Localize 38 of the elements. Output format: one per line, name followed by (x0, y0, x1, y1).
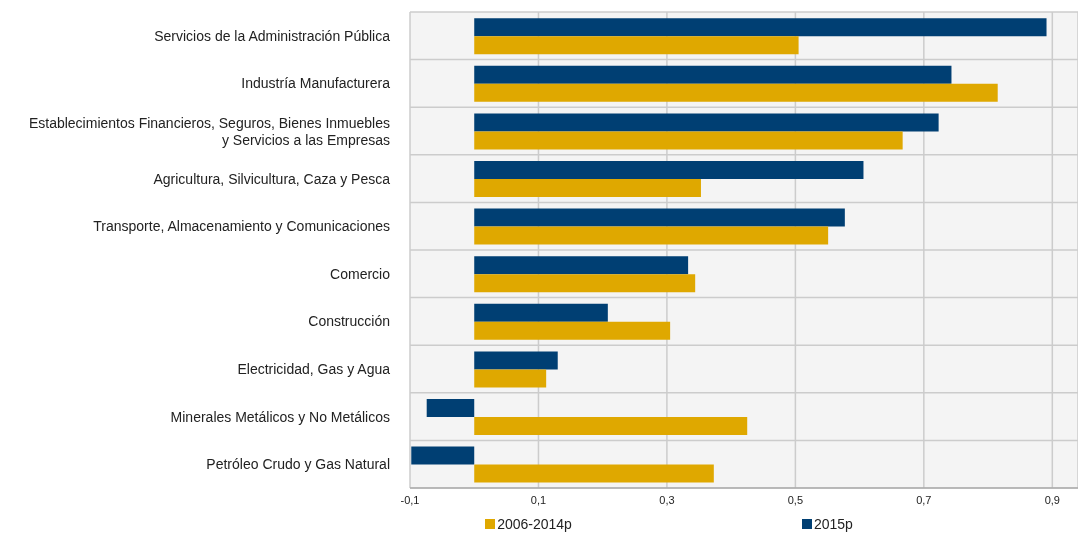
y-tick-label: Industría Manufacturera (241, 75, 391, 92)
bar (474, 369, 547, 388)
bar (474, 18, 1047, 37)
bar (474, 131, 903, 150)
bar (474, 274, 696, 293)
x-tick-label: 0,3 (659, 493, 675, 506)
bar (474, 178, 701, 197)
y-tick-label: Comercio (330, 265, 391, 282)
bar (474, 83, 998, 102)
y-tick-label: Petróleo Crudo y Gas Natural (206, 456, 390, 473)
bar (474, 113, 939, 132)
bar (474, 416, 748, 435)
bar (474, 160, 864, 179)
legend-label: 2006-2014p (497, 516, 572, 532)
y-tick-label: Electricidad, Gas y Agua (237, 361, 391, 377)
x-tick-label: -0,1 (400, 493, 420, 506)
y-tick-label: Minerales Metálicos y No Metálicos (170, 408, 390, 425)
bar (474, 226, 829, 245)
x-tick-label: 0,7 (916, 493, 932, 506)
bar (426, 398, 475, 417)
x-tick-label: 0,1 (530, 493, 547, 506)
bar (474, 256, 689, 275)
legend-label: 2015p (813, 516, 853, 532)
bar (474, 208, 845, 227)
bar (474, 351, 558, 370)
x-tick-label: 0,9 (1044, 493, 1060, 506)
y-tick-label: Transporte, Almacenamiento y Comunicaciones (93, 218, 390, 235)
y-tick-label: Construcción (308, 313, 390, 330)
x-tick-label: 0,5 (787, 493, 804, 506)
bar (474, 303, 608, 322)
bar (411, 446, 475, 465)
bar (474, 464, 714, 483)
bar (474, 321, 671, 340)
bar (474, 65, 952, 84)
y-tick-label: Servicios de la Administración Pública (154, 27, 391, 44)
bar (474, 36, 799, 55)
y-tick-label: Establecimientos Financieros, Seguros, Bienes Inmuebles y Servicios a las Empresas (28, 114, 390, 148)
y-tick-label: Agricultura, Silvicultura, Caza y Pesca (153, 170, 391, 187)
